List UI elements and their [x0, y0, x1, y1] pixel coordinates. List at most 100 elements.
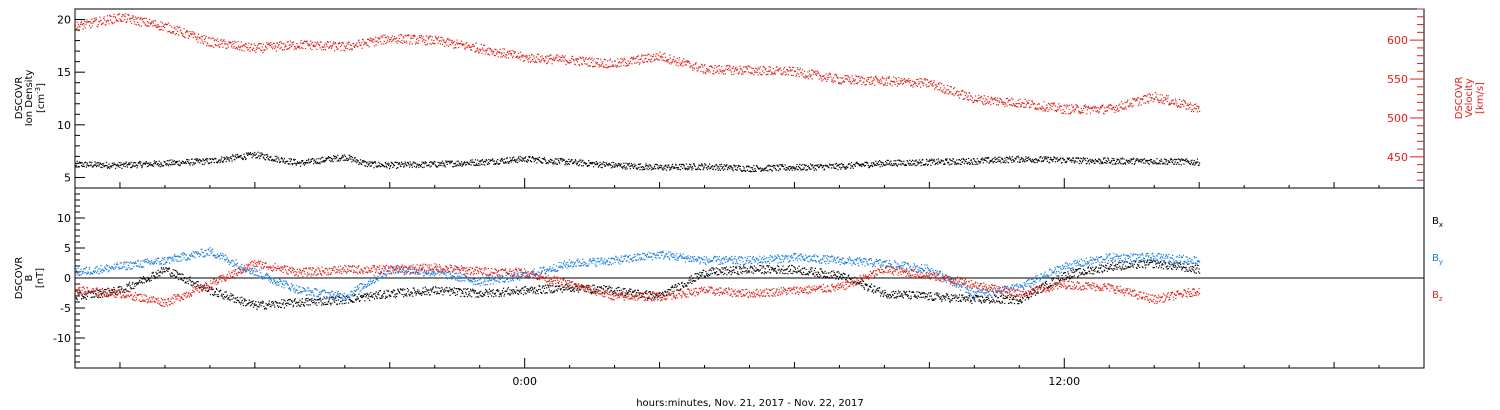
density-point [349, 155, 351, 157]
velocity-point [669, 57, 671, 59]
density-point [704, 163, 706, 165]
velocity-point [1148, 93, 1150, 95]
velocity-point [210, 38, 212, 40]
density-point [88, 164, 90, 167]
velocity-point [1038, 103, 1040, 105]
velocity-point [561, 55, 563, 57]
velocity-point [520, 56, 522, 58]
density-point [1169, 159, 1172, 161]
velocity-point [853, 83, 855, 85]
velocity-point [258, 43, 260, 45]
density-point [1112, 159, 1114, 161]
density-point [1022, 160, 1024, 162]
bx-point [359, 300, 361, 302]
density-point [253, 153, 255, 155]
bx-point [250, 304, 253, 306]
velocity-point [344, 46, 346, 48]
density-point [706, 167, 708, 169]
velocity-point [85, 23, 87, 25]
velocity-point [824, 77, 826, 79]
velocity-point [209, 45, 212, 47]
density-point [1138, 159, 1140, 161]
velocity-point [1120, 101, 1122, 103]
bx-point [113, 286, 115, 289]
bx-point [315, 299, 317, 301]
density-point [462, 162, 464, 164]
density-point [576, 164, 578, 166]
density-point [113, 162, 115, 164]
density-point [1019, 159, 1021, 161]
density-point [318, 162, 321, 164]
density-point [843, 167, 846, 169]
velocity-point [844, 75, 846, 77]
bx-point [442, 294, 444, 296]
density-point [473, 161, 475, 164]
velocity-point [441, 43, 444, 46]
velocity-point [311, 49, 313, 51]
velocity-point [264, 45, 267, 47]
velocity-point [1058, 107, 1060, 109]
velocity-point [948, 92, 950, 94]
velocity-point [550, 54, 552, 56]
velocity-point [559, 59, 561, 61]
velocity-point [1164, 97, 1167, 99]
velocity-point [551, 63, 553, 65]
density-point [629, 165, 631, 168]
velocity-point [187, 31, 189, 33]
velocity-point [1108, 107, 1111, 109]
velocity-point [511, 49, 513, 52]
density-point [1195, 162, 1197, 164]
velocity-point [711, 66, 713, 68]
density-point [1127, 161, 1129, 163]
bx-point [369, 296, 371, 298]
velocity-point [886, 77, 888, 80]
velocity-point [774, 71, 776, 73]
bx-point [386, 289, 388, 291]
bx-point [277, 306, 280, 308]
density-point [1061, 161, 1063, 164]
density-point [415, 166, 417, 169]
velocity-axis-label: DSCOVR Velocity [km/s] [1454, 77, 1486, 120]
velocity-point [1182, 103, 1184, 106]
velocity-point [764, 67, 766, 69]
density-point [276, 155, 278, 157]
velocity-point [814, 71, 816, 73]
bx-point [165, 267, 167, 269]
density-point [489, 160, 491, 162]
velocity-point [978, 94, 980, 97]
bx-point [251, 302, 254, 305]
density-point [508, 162, 510, 164]
density-point [105, 161, 107, 163]
bx-point [407, 289, 410, 291]
velocity-point [897, 83, 900, 85]
density-point [940, 159, 942, 161]
density-point [137, 165, 139, 167]
density-point [999, 156, 1001, 158]
density-point [760, 170, 762, 173]
velocity-point [123, 15, 125, 17]
bx-point [168, 267, 170, 269]
velocity-point [812, 69, 814, 71]
density-point [943, 162, 945, 165]
density-point [785, 169, 787, 171]
velocity-point [924, 78, 927, 80]
density-point [623, 165, 625, 167]
velocity-point [643, 61, 645, 63]
bx-point [146, 279, 148, 281]
density-point [291, 163, 293, 165]
density-point [1164, 163, 1166, 165]
density-point [124, 165, 126, 168]
density-point [342, 154, 344, 157]
density-point [515, 161, 517, 163]
velocity-point [479, 50, 481, 52]
bx-point [167, 270, 169, 272]
density-point [549, 161, 551, 163]
velocity-tick-label: 450 [1387, 151, 1408, 164]
bx-point [82, 295, 84, 297]
density-point [1147, 162, 1149, 165]
bx-point [173, 274, 175, 276]
velocity-point [1005, 103, 1007, 105]
density-point [666, 166, 668, 168]
velocity-point [856, 75, 858, 78]
